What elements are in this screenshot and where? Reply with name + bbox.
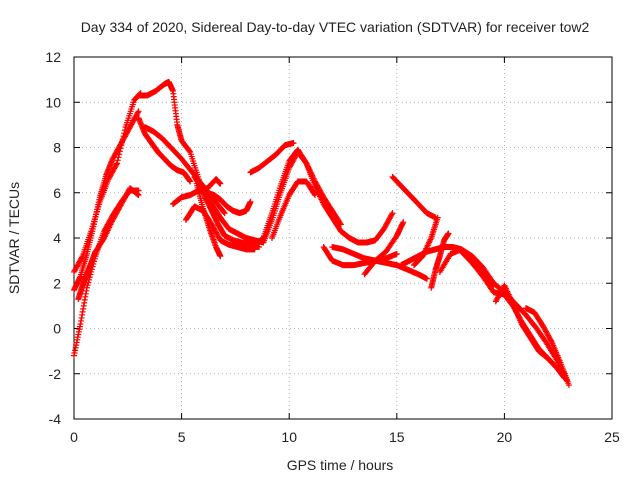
x-tick-label: 25 bbox=[604, 429, 620, 445]
data-point-marker bbox=[217, 253, 224, 260]
series-track-16 bbox=[247, 139, 297, 176]
data-point-marker bbox=[135, 108, 142, 115]
data-point-marker bbox=[187, 178, 194, 185]
data-point-marker bbox=[337, 221, 344, 228]
chart-title: Day 334 of 2020, Sidereal Day-to-day VTE… bbox=[81, 19, 590, 35]
data-point-marker bbox=[217, 180, 224, 187]
y-tick-label: 6 bbox=[53, 185, 61, 201]
x-axis-label: GPS time / hours bbox=[287, 457, 394, 473]
series-track-17 bbox=[268, 178, 319, 241]
series-track-22 bbox=[361, 219, 407, 278]
data-point-marker bbox=[389, 210, 396, 217]
series-track-15 bbox=[260, 149, 344, 246]
series-track-20 bbox=[346, 210, 396, 246]
series-track-29 bbox=[522, 305, 572, 389]
data-point-marker bbox=[256, 244, 263, 251]
data-point-marker bbox=[311, 190, 318, 197]
data-point-marker bbox=[290, 139, 297, 146]
series-track-10 bbox=[191, 173, 267, 246]
y-tick-label: 10 bbox=[45, 94, 61, 110]
data-point-marker bbox=[115, 154, 122, 161]
y-tick-label: 0 bbox=[53, 321, 61, 337]
series-track-12 bbox=[195, 178, 263, 251]
y-tick-label: 8 bbox=[53, 140, 61, 156]
data-point-marker bbox=[134, 109, 141, 116]
data-point-marker bbox=[337, 220, 344, 227]
data-point-marker bbox=[186, 148, 193, 155]
data-point-marker bbox=[393, 250, 400, 257]
data-point-marker bbox=[400, 219, 407, 226]
x-tick-label: 20 bbox=[497, 429, 513, 445]
data-point-marker bbox=[434, 214, 441, 221]
data-point-marker bbox=[113, 161, 120, 168]
series-track-5 bbox=[135, 78, 202, 183]
data-point-marker bbox=[247, 198, 254, 205]
x-tick-label: 15 bbox=[389, 429, 405, 445]
series-track-28 bbox=[492, 282, 568, 382]
data-markers bbox=[71, 78, 572, 389]
series-track-25 bbox=[411, 214, 441, 269]
data-point-marker bbox=[565, 382, 572, 389]
data-point-marker bbox=[221, 210, 228, 217]
series-track-24 bbox=[428, 230, 452, 291]
grid-lines bbox=[74, 57, 612, 419]
y-tick-label: 2 bbox=[53, 275, 61, 291]
data-point-marker bbox=[114, 157, 121, 164]
y-axis-label: SDTVAR / TECUs bbox=[6, 182, 22, 294]
series-track-21 bbox=[389, 173, 439, 221]
data-point-marker bbox=[445, 230, 452, 237]
y-tick-label: 12 bbox=[45, 49, 61, 65]
series-track-11 bbox=[204, 189, 254, 217]
data-point-marker bbox=[388, 211, 395, 218]
y-tick-label: -4 bbox=[49, 411, 62, 427]
data-point-marker bbox=[220, 208, 227, 215]
y-tick-label: -2 bbox=[49, 366, 62, 382]
data-point-marker bbox=[83, 284, 90, 291]
data-point-marker bbox=[548, 337, 555, 344]
series-track-13 bbox=[193, 180, 224, 260]
data-point-marker bbox=[135, 192, 142, 199]
data-point-marker bbox=[114, 160, 121, 167]
y-tick-label: 4 bbox=[53, 230, 61, 246]
x-tick-label: 10 bbox=[281, 429, 297, 445]
data-point-marker bbox=[312, 192, 319, 199]
series-track-4 bbox=[75, 185, 142, 303]
series-track-19 bbox=[329, 244, 400, 264]
data-point-marker bbox=[423, 275, 430, 282]
x-tick-label: 5 bbox=[178, 429, 186, 445]
series-track-6 bbox=[135, 115, 194, 185]
axis-ticks: 0 5 10 15 20 25 -4 -2 0 2 4 6 8 10 12 bbox=[45, 49, 620, 445]
x-tick-label: 0 bbox=[70, 429, 78, 445]
